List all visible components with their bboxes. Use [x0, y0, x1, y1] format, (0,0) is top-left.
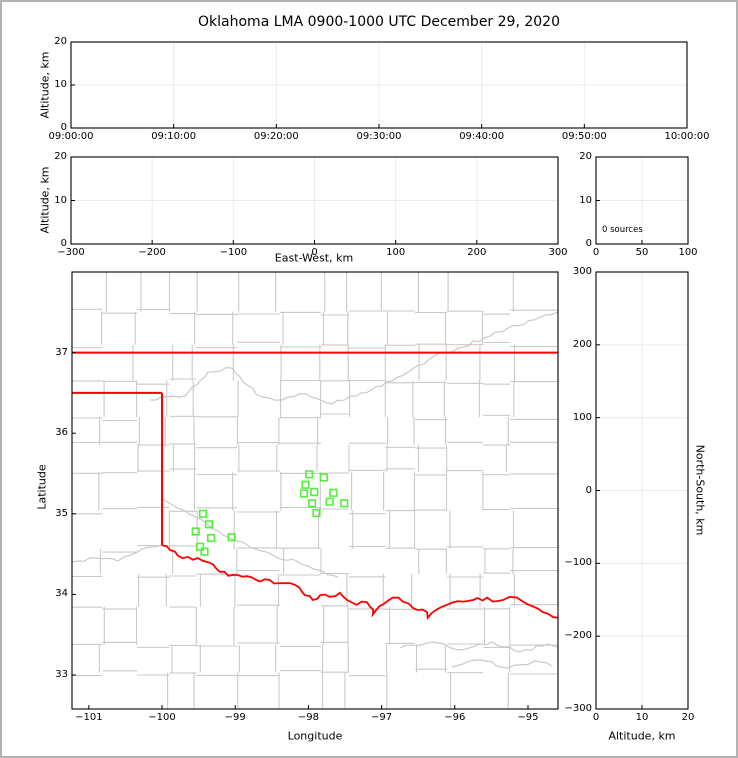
tick-label: 33: [55, 668, 68, 680]
river-line: [161, 497, 339, 578]
tick-label: −200: [564, 630, 592, 642]
station-marker: [325, 497, 334, 506]
tick-label: 0: [585, 238, 592, 249]
river-line: [399, 641, 558, 653]
source-count-annotation: 0 sources: [602, 225, 643, 235]
tick-label: −300: [57, 247, 85, 258]
tick-label: 100: [572, 411, 592, 423]
tick-label: −300: [564, 703, 592, 714]
tick-label: 0: [585, 484, 592, 496]
plan-view-map-panel: [71, 271, 559, 710]
station-marker: [301, 480, 310, 489]
panel-frames: [70, 41, 689, 710]
tick-label: −200: [138, 247, 166, 258]
tick-label: 300: [572, 266, 592, 277]
tick-label: −100: [148, 712, 176, 723]
map-xlabel: Longitude: [287, 729, 343, 743]
tick-label: 200: [467, 247, 487, 258]
map-ylabel: Latitude: [35, 464, 49, 510]
station-marker: [304, 470, 314, 479]
tick-label: 36: [55, 427, 68, 439]
ns-height-panel: [595, 271, 689, 710]
station-marker: [196, 542, 205, 551]
station-marker: [312, 508, 321, 518]
tick-label: −98: [297, 712, 319, 723]
tick-label: −97: [371, 712, 393, 723]
station-marker: [191, 527, 200, 536]
tick-label: 0: [592, 712, 600, 723]
river-line: [72, 544, 163, 563]
tick-label: −99: [224, 712, 246, 723]
tick-label: 37: [55, 346, 68, 358]
tick-label: 20: [54, 36, 67, 47]
station-marker: [307, 499, 317, 508]
tick-label: 10: [54, 194, 67, 206]
gridlines: [71, 42, 688, 709]
tick-label: −101: [75, 712, 103, 723]
tick-label: 50: [635, 247, 649, 258]
tick-label: 20: [54, 151, 67, 162]
tick-label: 34: [55, 588, 68, 600]
station-marker: [207, 533, 216, 543]
tick-label: 09:50:00: [561, 131, 607, 142]
station-marker: [200, 547, 209, 556]
alt-histogram-panel: [595, 156, 689, 245]
county-lines: [72, 272, 558, 709]
station-marker: [204, 520, 214, 529]
station-marker: [340, 499, 349, 508]
tick-label: 20: [681, 712, 695, 723]
tick-label: 09:40:00: [459, 131, 505, 142]
tick-label: 09:20:00: [253, 131, 299, 142]
station-marker: [319, 473, 328, 482]
tick-label: −100: [564, 557, 592, 569]
tick-label: 10: [635, 712, 649, 723]
ns-panel-xlabel: Altitude, km: [608, 729, 676, 743]
time-height-panel: [70, 41, 688, 129]
station-marker: [329, 488, 338, 497]
tick-label: 10:00:00: [664, 131, 710, 142]
tick-label: 09:00:00: [48, 131, 94, 142]
tick-label: 0: [60, 238, 67, 249]
tick-label: 35: [55, 507, 68, 519]
ew-height-panel: [70, 156, 559, 245]
tick-label: 10: [54, 79, 67, 90]
chart-title: Oklahoma LMA 0900-1000 UTC December 29, …: [198, 14, 560, 30]
tick-label: 100: [386, 247, 406, 258]
tick-label: 09:10:00: [151, 131, 197, 142]
tick-label: −95: [517, 712, 539, 723]
ew-panel-xlabel: East-West, km: [274, 251, 354, 265]
tick-label: 20: [579, 151, 592, 162]
station-marker: [198, 509, 208, 518]
state-border-red-river: [161, 544, 558, 620]
tick-label: −96: [444, 712, 466, 723]
station-marker: [310, 487, 319, 497]
tick-label: 0: [592, 247, 600, 258]
tick-label: −100: [219, 247, 248, 258]
tick-label: 09:30:00: [356, 131, 402, 142]
river-line: [150, 311, 558, 405]
tick-label: 0: [311, 247, 318, 258]
tick-label: 100: [678, 247, 698, 258]
ns-panel-ylabel: North-South, km: [693, 444, 707, 536]
station-marker: [227, 533, 236, 542]
tick-label: 200: [572, 338, 592, 350]
tick-label: 0: [60, 122, 67, 133]
station-marker: [299, 489, 309, 498]
river-line: [451, 659, 553, 669]
map-layers: [72, 272, 558, 709]
tick-label: 10: [579, 194, 592, 206]
tick-label: 300: [548, 247, 568, 258]
